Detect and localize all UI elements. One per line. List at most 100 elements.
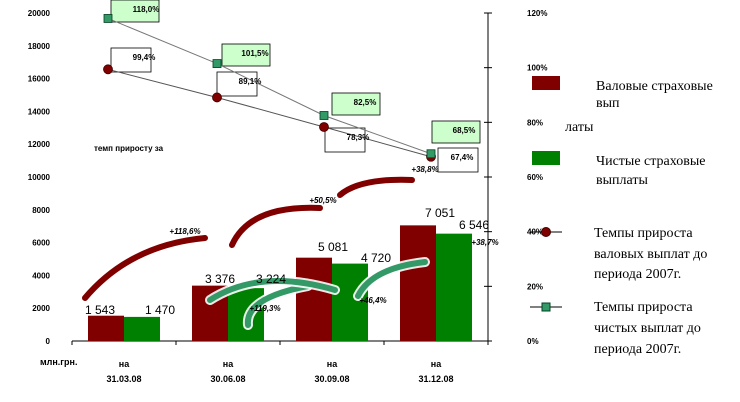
legend-label: Темпы прироста: [594, 226, 693, 241]
percent-label: 68,5%: [453, 126, 476, 135]
percent-label: 67,4%: [451, 153, 474, 162]
percent-label-box: [110, 0, 160, 23]
legend-label: Чистые страховые: [596, 154, 705, 169]
growth-arrow: [82, 235, 208, 301]
percent-label: 99,4%: [133, 53, 156, 62]
line-point-gross: [103, 64, 113, 75]
legend-swatch-gross: [532, 76, 560, 90]
line-point-gross: [319, 122, 329, 132]
bar-value-label: 4 720: [361, 251, 391, 265]
category-label: 30.09.08: [314, 374, 349, 384]
growth-arrow: [244, 283, 311, 328]
bar-net: [332, 263, 368, 341]
legend: Валовые страховые выплаты Чистые страховые…: [530, 76, 713, 357]
line-point-net: [212, 59, 222, 68]
percent-label: 89,1%: [239, 77, 262, 86]
y-tick-label: 6000: [32, 239, 50, 248]
line-point-net: [103, 14, 113, 23]
legend-label: валовых выплат до: [594, 247, 707, 262]
growth-arrows: [80, 174, 430, 330]
category-label: на: [327, 359, 338, 369]
bar-net: [124, 316, 160, 341]
growth-arrow: [337, 176, 415, 198]
percent-label-box: [431, 120, 481, 144]
category-label: на: [431, 359, 442, 369]
y2-tick-label: 60%: [527, 173, 543, 182]
y-tick-label: 2000: [32, 304, 50, 313]
growth-arrow-outline: [80, 233, 210, 303]
percent-label-box: [110, 47, 152, 73]
percent-line: [107, 18, 432, 155]
legend-label: вып: [596, 96, 620, 111]
bar-net: [436, 233, 472, 341]
growth-annotation: +118,6%: [169, 227, 200, 236]
bar-gross: [400, 225, 436, 341]
line-point-gross: [212, 92, 222, 103]
growth-arrow: [355, 259, 428, 299]
category-label: на: [119, 359, 130, 369]
growth-arrow: [229, 204, 323, 248]
y-tick-label: 14000: [28, 107, 51, 116]
bar-value-label: 3 376: [205, 272, 235, 286]
chart-texts: 1 543 1 470 на 31.03.08 3 376 3 224 на 30.06.08…: [40, 5, 499, 384]
legend-label: выплаты: [596, 173, 648, 188]
legend-label: чистых выплат до: [594, 321, 701, 336]
category-label: 31.12.08: [418, 374, 453, 384]
bar-value-label: 7 051: [425, 206, 455, 220]
y-tick-label: 12000: [28, 140, 51, 149]
legend-label: Темпы прироста: [594, 300, 693, 315]
legend-label: периода 2007г.: [594, 267, 681, 282]
y-tick-label: 18000: [28, 42, 51, 51]
right-axis: 0%20%40%60%80%100%120%: [484, 9, 547, 346]
legend-swatch-net: [532, 151, 560, 165]
bar-value-label: 1 543: [85, 303, 115, 317]
y2-tick-label: 80%: [527, 118, 543, 127]
bar-gross: [88, 315, 124, 341]
bar-value-label: 6 546: [459, 218, 489, 232]
line-point-net: [426, 149, 436, 159]
growth-annotation: +119,3%: [249, 304, 280, 313]
percent-label-box: [216, 71, 258, 97]
percent-label: 82,5%: [354, 98, 377, 107]
percent-line: [107, 68, 432, 158]
y-tick-label: 8000: [32, 206, 50, 215]
unit-label: млн.грн.: [40, 357, 78, 367]
legend-label: периода 2007г.: [594, 342, 681, 357]
category-label: на: [223, 359, 234, 369]
bar-value-label: 1 470: [145, 303, 175, 317]
y-tick-label: 0: [46, 337, 51, 346]
percent-label: 101,5%: [241, 49, 268, 58]
y2-tick-label: 120%: [527, 9, 547, 18]
growth-arrow: [207, 278, 338, 303]
legend-label: Валовые страховые: [596, 79, 713, 94]
percent-label-box: [221, 43, 271, 67]
line-point-net: [319, 111, 329, 120]
y2-tick-label: 20%: [527, 282, 543, 291]
growth-annotation: +38,8%: [411, 165, 438, 174]
legend-label: латы: [565, 120, 594, 135]
bar-gross: [296, 257, 332, 341]
y-tick-label: 10000: [28, 173, 51, 182]
growth-annotation: +46,4%: [359, 296, 386, 305]
y-tick-label: 16000: [28, 75, 51, 84]
side-note: темп приросту за: [94, 144, 164, 153]
legend-marker-gross: [541, 227, 551, 237]
y-tick-label: 4000: [32, 271, 50, 280]
percent-label-box: [324, 127, 366, 153]
y-tick-label: 20000: [28, 9, 51, 18]
growth-annotation: +38,7%: [471, 238, 498, 247]
percent-label-box: [437, 147, 479, 173]
bars: [88, 225, 472, 341]
percent-lines: [103, 0, 481, 173]
growth-annotation: +50,5%: [309, 196, 336, 205]
percent-label: 78,3%: [347, 133, 370, 142]
legend-marker-net: [541, 302, 551, 312]
percent-label-box: [331, 92, 381, 116]
bar-value-label: 5 081: [318, 240, 348, 254]
y2-tick-label: 0%: [527, 337, 539, 346]
category-label: 31.03.08: [106, 374, 141, 384]
y2-tick-label: 100%: [527, 64, 547, 73]
bar-value-label: 3 224: [256, 272, 286, 286]
